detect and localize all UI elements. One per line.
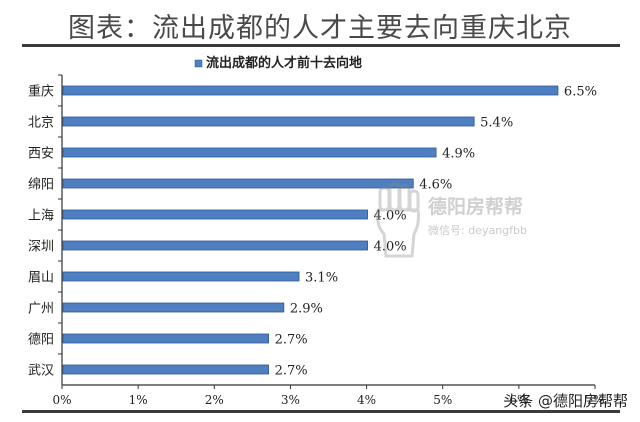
category-label: 武汉 — [28, 364, 54, 379]
data-label: 5.4% — [480, 116, 513, 131]
x-tick-label: 6% — [509, 393, 528, 407]
category-label: 上海 — [28, 209, 54, 224]
category-label: 深圳 — [28, 240, 54, 255]
x-tick-label: 2% — [205, 393, 224, 407]
category-label: 西安 — [28, 147, 54, 162]
data-label: 4.9% — [442, 147, 475, 162]
bar — [62, 147, 437, 158]
watermark: 德阳房帮帮 微信号: deyangfbb — [372, 182, 527, 272]
bar — [62, 240, 368, 251]
bar — [62, 209, 368, 220]
category-label: 重庆 — [28, 84, 54, 100]
page-title: 图表：流出成都的人才主要去向重庆北京 — [68, 13, 572, 44]
brand-credit: 头条 @德阳房帮帮 — [503, 392, 628, 410]
bar — [62, 333, 269, 344]
raised-fist-icon — [376, 182, 420, 258]
category-label: 广州 — [28, 302, 54, 317]
data-label: 2.7% — [275, 333, 308, 348]
legend-label: 流出成都的人才前十去向地 — [206, 55, 362, 71]
x-tick-label: 5% — [433, 393, 452, 407]
data-label: 4.0% — [374, 209, 407, 224]
bar — [62, 364, 269, 375]
category-label: 绵阳 — [28, 178, 54, 193]
x-tick-label: 4% — [357, 393, 376, 407]
data-label: 3.1% — [305, 271, 338, 286]
data-label: 6.5% — [564, 85, 597, 100]
watermark-title: 德阳房帮帮 — [428, 196, 524, 218]
data-label: 2.7% — [275, 364, 308, 379]
x-tick-label: 7% — [585, 393, 604, 407]
title-underline — [22, 44, 620, 47]
data-label: 2.9% — [290, 302, 323, 317]
legend-swatch — [194, 59, 203, 68]
bar — [62, 116, 475, 127]
data-label: 4.0% — [374, 240, 407, 255]
category-label: 德阳 — [28, 333, 54, 348]
bar — [62, 302, 285, 313]
bar — [62, 271, 300, 282]
category-label: 眉山 — [28, 271, 54, 286]
bar — [62, 85, 559, 96]
x-tick-label: 1% — [129, 393, 148, 407]
watermark-subtitle: 微信号: deyangfbb — [428, 224, 527, 237]
category-label: 北京 — [28, 116, 54, 131]
x-tick-label: 3% — [281, 393, 300, 407]
bottom-rule — [22, 410, 620, 413]
x-tick-label: 0% — [52, 393, 71, 407]
data-label: 4.6% — [419, 178, 452, 193]
bar — [62, 178, 414, 189]
